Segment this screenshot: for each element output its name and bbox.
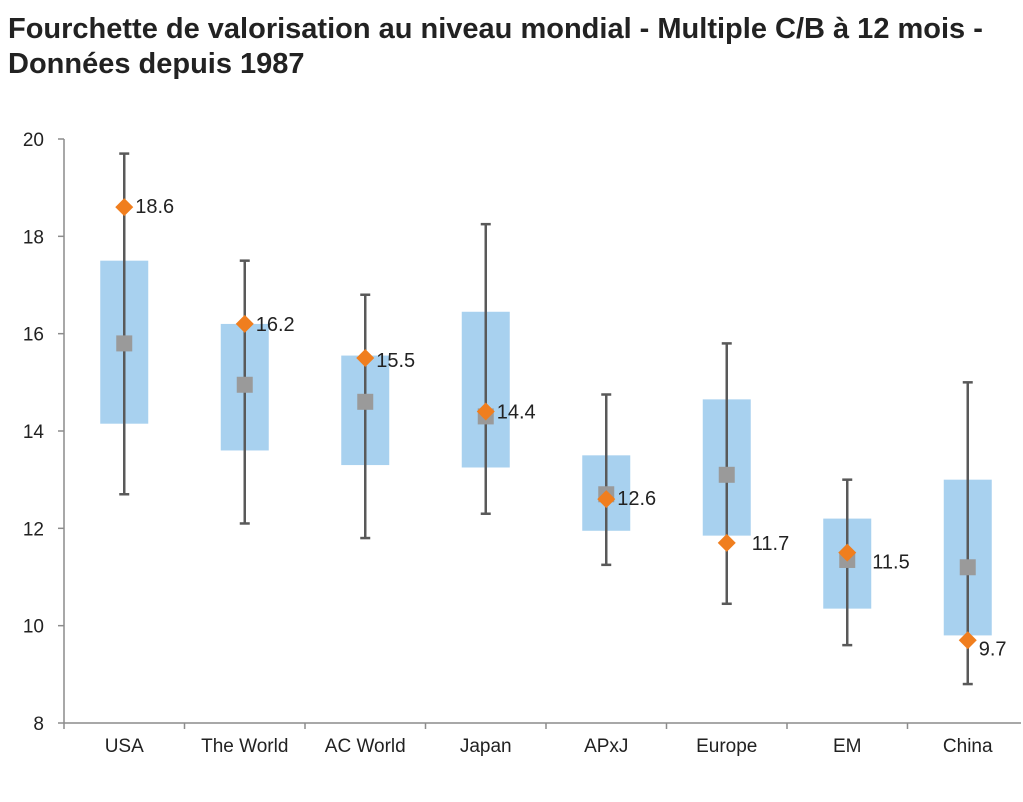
y-tick-label: 8	[33, 714, 44, 735]
average-marker	[236, 376, 253, 393]
current-value-label: 15.5	[376, 350, 415, 372]
current-value-marker	[958, 631, 977, 650]
current-value-marker	[717, 533, 736, 552]
category-label: China	[943, 736, 993, 757]
average-marker	[357, 393, 374, 410]
current-value-marker	[115, 198, 134, 217]
current-value-label: 16.2	[256, 314, 295, 336]
average-marker	[959, 559, 976, 576]
y-tick-label: 18	[23, 227, 44, 248]
axes	[58, 138, 1021, 729]
current-value-label: 11.7	[752, 533, 789, 555]
current-value-marker	[838, 543, 857, 562]
category-label: Japan	[460, 736, 512, 757]
current-value-marker	[597, 490, 616, 509]
current-value-marker	[356, 349, 375, 367]
category-label: USA	[105, 736, 144, 757]
chart-labels: 8 10 12 14 16 18 20 USA The World AC World Japan AP…	[23, 130, 1007, 757]
chart-marks	[100, 152, 992, 686]
category-label: AC World	[325, 736, 406, 757]
current-value-marker	[235, 314, 254, 333]
average-marker	[116, 335, 133, 352]
y-tick-label: 10	[23, 617, 44, 638]
current-value-label: 12.6	[617, 488, 656, 510]
current-value-label: 18.6	[135, 196, 174, 218]
chart-title: Fourchette de valorisation au niveau mon…	[8, 13, 983, 80]
category-label: APxJ	[584, 736, 628, 757]
current-value-label: 14.4	[497, 402, 536, 424]
category-label: The World	[201, 736, 288, 757]
y-tick-label: 16	[23, 325, 44, 346]
y-tick-label: 20	[23, 130, 44, 151]
current-value-label: 11.5	[872, 552, 909, 574]
current-value-marker	[476, 402, 495, 421]
average-marker	[718, 466, 735, 483]
y-tick-label: 14	[23, 422, 45, 443]
y-tick-label: 12	[23, 519, 44, 540]
category-label: Europe	[696, 736, 757, 757]
category-label: EM	[833, 736, 862, 757]
current-value-label: 9.7	[979, 638, 1007, 660]
